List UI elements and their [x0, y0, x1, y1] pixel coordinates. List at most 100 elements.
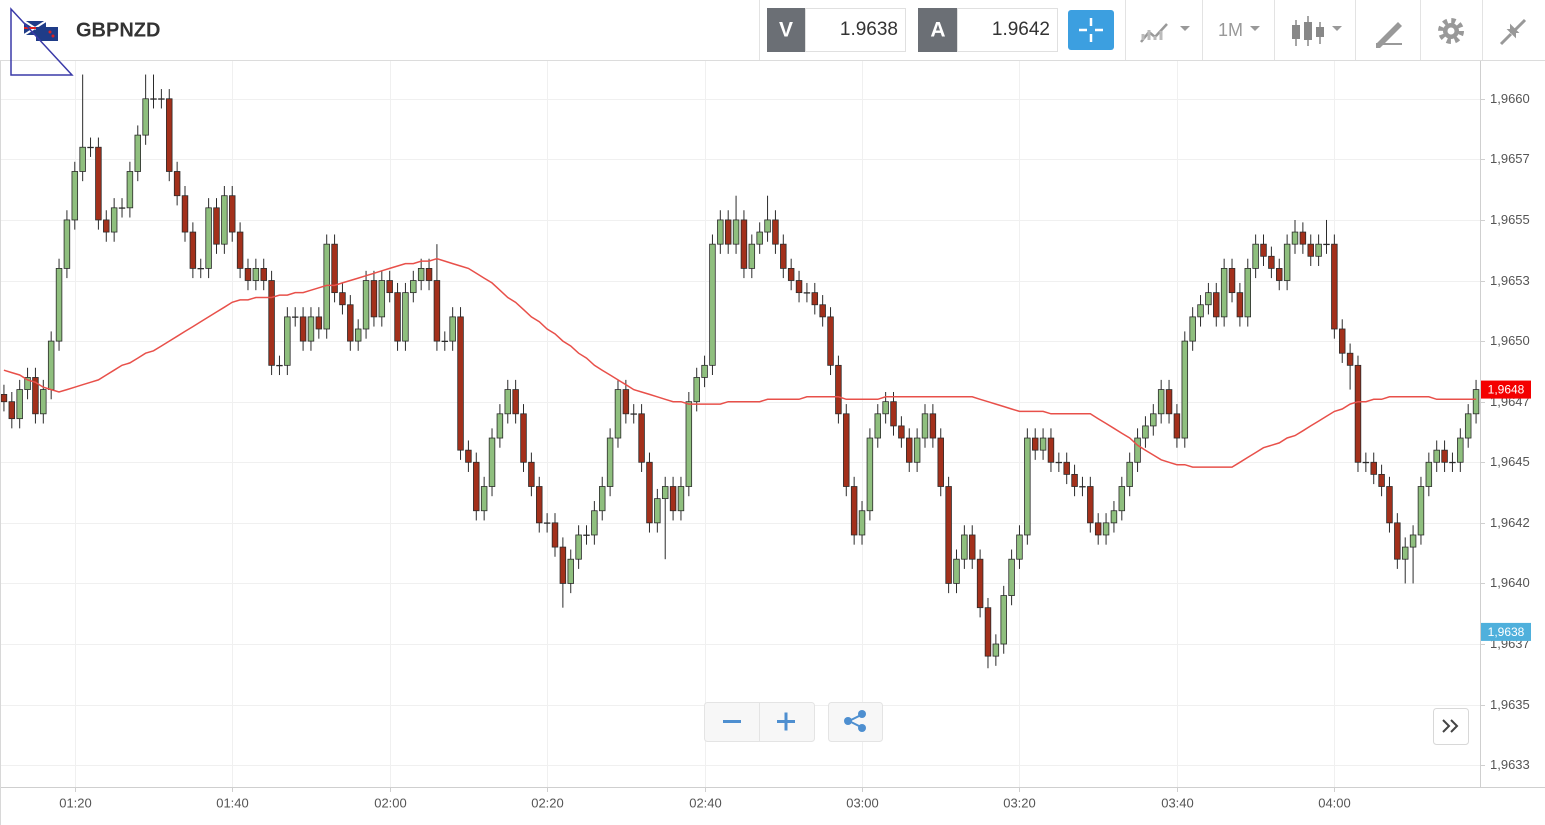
- candle-body: [1449, 461, 1456, 464]
- candle-body: [606, 437, 614, 487]
- candle-body: [134, 134, 142, 172]
- drawing-triangle[interactable]: [10, 7, 74, 76]
- x-tick-label: 02:00: [374, 795, 407, 810]
- candle-body: [0, 394, 8, 403]
- candle-body: [1362, 461, 1370, 464]
- bars-icon: [1141, 30, 1163, 40]
- candle-body: [362, 280, 370, 330]
- chart-type-button[interactable]: [1140, 23, 1190, 43]
- timeframe: 1M: [1218, 20, 1243, 40]
- candle-body: [1016, 534, 1023, 560]
- candle-body: [622, 389, 630, 415]
- candle-body: [244, 268, 252, 281]
- candle-body: [205, 207, 212, 269]
- candle-body: [1055, 461, 1063, 464]
- sell-button[interactable]: V 1.9638: [767, 8, 906, 52]
- zoom-controls: [704, 702, 1469, 745]
- candle-body: [638, 413, 645, 463]
- crosshair-button[interactable]: [1068, 10, 1114, 50]
- plot-area: [0, 60, 1480, 787]
- candle-body: [1165, 389, 1173, 415]
- candle-body: [40, 389, 47, 415]
- overlay: 1,96601,96571,96551,96531,96501,96471,96…: [59, 91, 1531, 810]
- share-node: [858, 724, 866, 732]
- candle-body: [685, 401, 693, 487]
- candle-body: [1299, 231, 1307, 245]
- candle-body: [1276, 268, 1283, 281]
- candle-body: [1031, 437, 1039, 451]
- crosshair-icon: [1079, 18, 1103, 42]
- candle-body: [1472, 389, 1480, 415]
- candle-body: [701, 364, 708, 378]
- candle-body: [567, 558, 574, 584]
- candle-body: [1126, 461, 1133, 487]
- candle-body: [1024, 437, 1031, 536]
- moving-average-line: [3, 257, 1477, 468]
- candle-body: [55, 268, 63, 342]
- timeframe-button[interactable]: 1M: [1218, 20, 1260, 40]
- candle-body: [1189, 316, 1196, 342]
- settings-button[interactable]: [1438, 18, 1464, 44]
- candle-body: [772, 219, 779, 245]
- candle-body: [1094, 522, 1102, 536]
- x-tick-label: 02:40: [689, 795, 722, 810]
- candle-body: [811, 292, 819, 306]
- candle-body: [110, 207, 118, 233]
- collapse-button[interactable]: [1499, 18, 1527, 46]
- candle-body: [528, 461, 535, 487]
- candle-body: [961, 534, 968, 560]
- candle-body: [1370, 461, 1377, 475]
- candle-body: [654, 498, 661, 524]
- candle-body: [591, 510, 598, 536]
- candle-body: [1323, 243, 1330, 246]
- price-tag: [1481, 622, 1531, 641]
- candle-body: [347, 304, 354, 342]
- candle-body: [1244, 268, 1251, 318]
- symbol: GBPNZD: [76, 19, 160, 41]
- candle-body: [543, 522, 551, 524]
- candle-body: [1307, 243, 1314, 257]
- y-tick-label: 1,9653: [1490, 273, 1530, 288]
- candle-body: [354, 328, 362, 342]
- buy-button[interactable]: A 1.9642: [918, 8, 1058, 52]
- zoom-in[interactable]: [777, 712, 795, 731]
- candle-body: [1417, 486, 1425, 536]
- candle-body: [984, 607, 992, 657]
- candle-body: [181, 195, 189, 233]
- candle-body: [32, 377, 39, 415]
- y-tick-label: 1,9635: [1490, 697, 1530, 712]
- candle-body: [1260, 243, 1267, 257]
- candle-body: [921, 413, 929, 439]
- candle-body: [756, 231, 763, 245]
- candle-body: [890, 401, 897, 427]
- buy-price: 1.9642: [992, 19, 1050, 40]
- candle-body: [945, 486, 952, 584]
- candle-body: [1181, 340, 1189, 439]
- candle-body: [874, 413, 881, 439]
- x-tick-label: 02:20: [531, 795, 564, 810]
- sell-label: V: [779, 19, 793, 42]
- indicators-button[interactable]: [1292, 16, 1342, 46]
- candle-body: [268, 280, 275, 366]
- candle-body: [276, 364, 283, 367]
- candle-body: [1236, 292, 1244, 318]
- candle-body: [1102, 522, 1110, 536]
- gear-hole: [1447, 27, 1455, 35]
- candle-body: [1220, 268, 1228, 318]
- share-box[interactable]: [828, 702, 883, 742]
- candle-body: [1071, 473, 1078, 487]
- candle-body: [260, 268, 267, 281]
- candle-body: [378, 280, 386, 318]
- x-tick-label: 03:20: [1003, 795, 1036, 810]
- sell-price: 1.9638: [840, 19, 898, 40]
- candle-body: [803, 292, 811, 294]
- candle-body: [47, 340, 55, 390]
- scroll-right-button[interactable]: [1433, 708, 1469, 745]
- candle-body: [1354, 364, 1362, 463]
- draw-button[interactable]: [1376, 22, 1402, 48]
- candle-body: [969, 534, 976, 560]
- candle-body: [1378, 473, 1385, 487]
- candle-body: [1173, 413, 1181, 439]
- candle-body: [976, 558, 984, 609]
- candle-body: [1063, 461, 1070, 475]
